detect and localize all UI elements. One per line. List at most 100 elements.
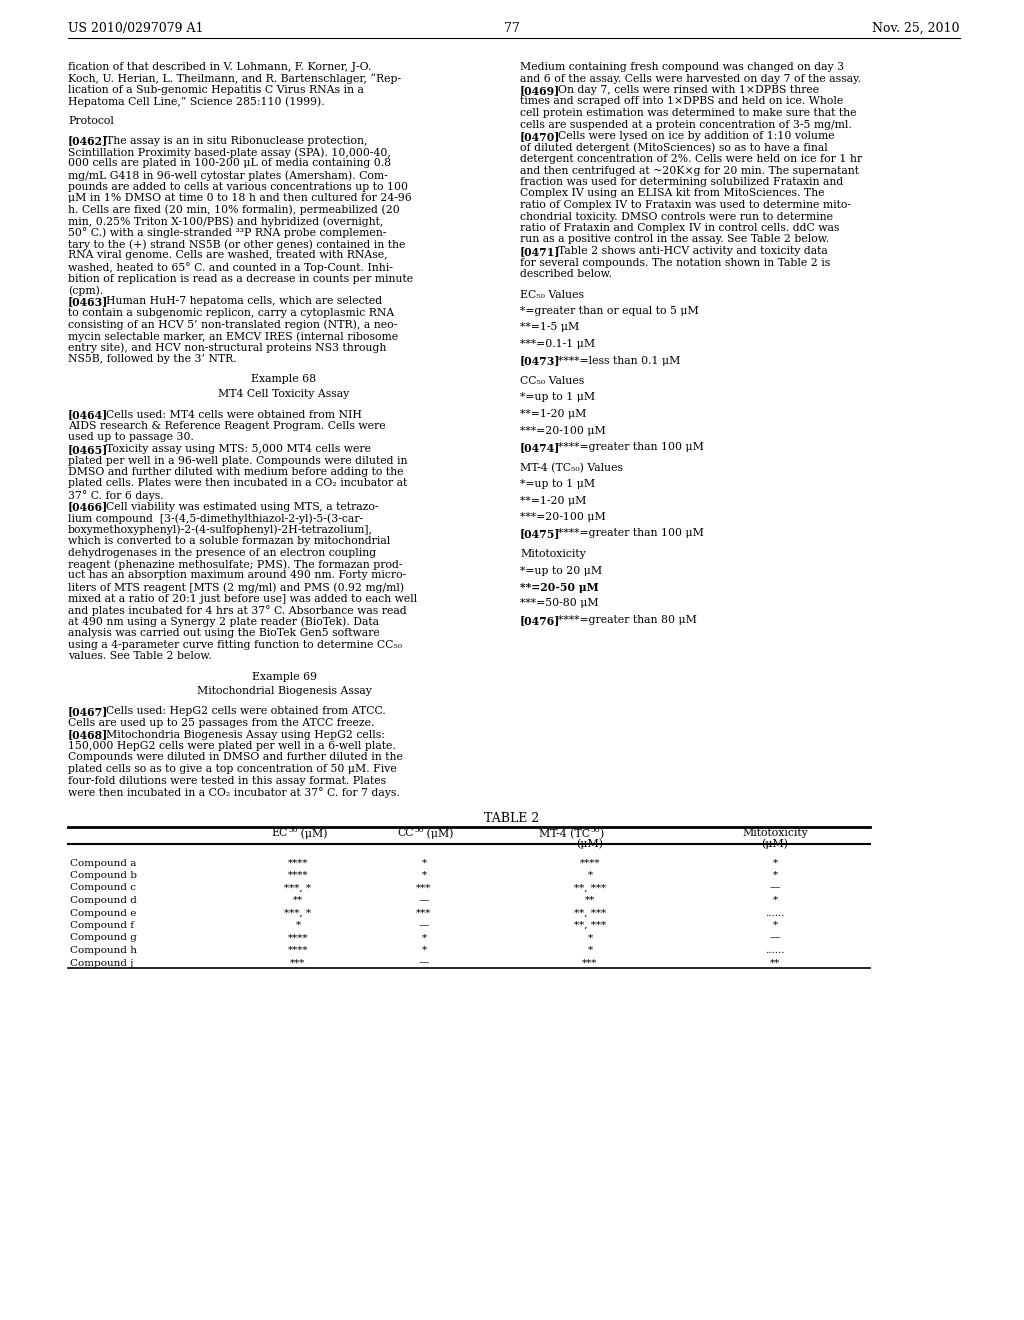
Text: [0465]: [0465]	[68, 444, 109, 455]
Text: [0469]: [0469]	[520, 84, 560, 96]
Text: (μM): (μM)	[762, 838, 788, 849]
Text: Compounds were diluted in DMSO and further diluted in the: Compounds were diluted in DMSO and furth…	[68, 752, 402, 763]
Text: for several compounds. The notation shown in Table 2 is: for several compounds. The notation show…	[520, 257, 830, 268]
Text: Compound b: Compound b	[70, 871, 137, 880]
Text: Table 2 shows anti-HCV activity and toxicity data: Table 2 shows anti-HCV activity and toxi…	[545, 246, 828, 256]
Text: ): )	[599, 829, 603, 838]
Text: Nov. 25, 2010: Nov. 25, 2010	[872, 22, 961, 36]
Text: CC: CC	[397, 829, 414, 838]
Text: Compound d: Compound d	[70, 896, 137, 906]
Text: MT-4 (TC₅₀) Values: MT-4 (TC₅₀) Values	[520, 462, 623, 473]
Text: ***: ***	[291, 958, 306, 968]
Text: Compound e: Compound e	[70, 908, 136, 917]
Text: ***: ***	[417, 883, 432, 892]
Text: ratio of Complex IV to Frataxin was used to determine mito-: ratio of Complex IV to Frataxin was used…	[520, 201, 851, 210]
Text: *: *	[772, 921, 777, 931]
Text: 77: 77	[504, 22, 520, 36]
Text: **=1-20 μM: **=1-20 μM	[520, 409, 587, 418]
Text: Compound j: Compound j	[70, 958, 133, 968]
Text: *: *	[422, 946, 427, 954]
Text: ****=greater than 80 μM: ****=greater than 80 μM	[545, 615, 697, 624]
Text: ***, *: ***, *	[285, 908, 311, 917]
Text: dehydrogenases in the presence of an electron coupling: dehydrogenases in the presence of an ele…	[68, 548, 376, 557]
Text: **=1-20 μM: **=1-20 μM	[520, 495, 587, 506]
Text: TABLE 2: TABLE 2	[484, 813, 540, 825]
Text: ***=20-100 μM: ***=20-100 μM	[520, 425, 606, 436]
Text: **: **	[770, 958, 780, 968]
Text: *=greater than or equal to 5 μM: *=greater than or equal to 5 μM	[520, 306, 698, 315]
Text: detergent concentration of 2%. Cells were held on ice for 1 hr: detergent concentration of 2%. Cells wer…	[520, 154, 862, 164]
Text: CC₅₀ Values: CC₅₀ Values	[520, 376, 585, 385]
Text: four-fold dilutions were tested in this assay format. Plates: four-fold dilutions were tested in this …	[68, 776, 386, 785]
Text: Protocol: Protocol	[68, 116, 114, 125]
Text: cells are suspended at a protein concentration of 3-5 mg/ml.: cells are suspended at a protein concent…	[520, 120, 852, 129]
Text: Compound a: Compound a	[70, 858, 136, 867]
Text: ****: ****	[288, 933, 308, 942]
Text: cell protein estimation was determined to make sure that the: cell protein estimation was determined t…	[520, 108, 856, 117]
Text: —: —	[770, 933, 780, 942]
Text: Mitotoxicity: Mitotoxicity	[742, 829, 808, 838]
Text: EC: EC	[271, 829, 288, 838]
Text: (μM): (μM)	[297, 829, 328, 840]
Text: ****=greater than 100 μM: ****=greater than 100 μM	[545, 528, 705, 539]
Text: lium compound  [3-(4,5-dimethylthiazol-2-yl)-5-(3-car-: lium compound [3-(4,5-dimethylthiazol-2-…	[68, 513, 364, 524]
Text: RNA viral genome. Cells are washed, treated with RNAse,: RNA viral genome. Cells are washed, trea…	[68, 251, 388, 260]
Text: ***: ***	[417, 908, 432, 917]
Text: *=up to 20 μM: *=up to 20 μM	[520, 565, 602, 576]
Text: and 6 of the assay. Cells were harvested on day 7 of the assay.: and 6 of the assay. Cells were harvested…	[520, 74, 861, 83]
Text: *: *	[422, 871, 427, 880]
Text: —: —	[419, 921, 429, 931]
Text: Compound f: Compound f	[70, 921, 134, 931]
Text: Koch, U. Herian, L. Theilmann, and R. Bartenschlager, “Rep-: Koch, U. Herian, L. Theilmann, and R. Ba…	[68, 74, 401, 84]
Text: *: *	[772, 896, 777, 906]
Text: **: **	[585, 896, 595, 906]
Text: 50: 50	[414, 826, 424, 834]
Text: plated cells. Plates were then incubated in a CO₂ incubator at: plated cells. Plates were then incubated…	[68, 479, 408, 488]
Text: [0463]: [0463]	[68, 297, 109, 308]
Text: Cells were lysed on ice by addition of 1:10 volume: Cells were lysed on ice by addition of 1…	[545, 131, 835, 141]
Text: AIDS research & Reference Reagent Program. Cells were: AIDS research & Reference Reagent Progra…	[68, 421, 386, 432]
Text: On day 7, cells were rinsed with 1×DPBS three: On day 7, cells were rinsed with 1×DPBS …	[545, 84, 819, 95]
Text: ***=20-100 μM: ***=20-100 μM	[520, 512, 606, 521]
Text: tary to the (+) strand NS5B (or other genes) contained in the: tary to the (+) strand NS5B (or other ge…	[68, 239, 406, 249]
Text: Medium containing fresh compound was changed on day 3: Medium containing fresh compound was cha…	[520, 62, 844, 73]
Text: Cells used: HepG2 cells were obtained from ATCC.: Cells used: HepG2 cells were obtained fr…	[92, 706, 386, 717]
Text: (μM): (μM)	[423, 829, 454, 840]
Text: using a 4-parameter curve fitting function to determine CC₅₀: using a 4-parameter curve fitting functi…	[68, 639, 402, 649]
Text: [0473]: [0473]	[520, 355, 560, 367]
Text: 50: 50	[288, 826, 298, 834]
Text: **, ***: **, ***	[573, 921, 606, 931]
Text: which is converted to a soluble formazan by mitochondrial: which is converted to a soluble formazan…	[68, 536, 390, 546]
Text: chondrial toxicity. DMSO controls were run to determine: chondrial toxicity. DMSO controls were r…	[520, 211, 833, 222]
Text: (μM): (μM)	[577, 838, 603, 849]
Text: **: **	[293, 896, 303, 906]
Text: ......: ......	[765, 946, 784, 954]
Text: MT-4 (TC: MT-4 (TC	[539, 829, 590, 838]
Text: 150,000 HepG2 cells were plated per well in a 6-well plate.: 150,000 HepG2 cells were plated per well…	[68, 741, 395, 751]
Text: (cpm).: (cpm).	[68, 285, 103, 296]
Text: fraction was used for determining solubilized Frataxin and: fraction was used for determining solubi…	[520, 177, 843, 187]
Text: EC₅₀ Values: EC₅₀ Values	[520, 289, 584, 300]
Text: used up to passage 30.: used up to passage 30.	[68, 433, 194, 442]
Text: *: *	[588, 871, 593, 880]
Text: ......: ......	[765, 908, 784, 917]
Text: mixed at a ratio of 20:1 just before use] was added to each well: mixed at a ratio of 20:1 just before use…	[68, 594, 417, 603]
Text: *: *	[422, 858, 427, 867]
Text: ****=greater than 100 μM: ****=greater than 100 μM	[545, 442, 705, 451]
Text: Human HuH-7 hepatoma cells, which are selected: Human HuH-7 hepatoma cells, which are se…	[92, 297, 382, 306]
Text: Compound c: Compound c	[70, 883, 136, 892]
Text: min, 0.25% Triton X-100/PBS) and hybridized (overnight,: min, 0.25% Triton X-100/PBS) and hybridi…	[68, 216, 383, 227]
Text: DMSO and further diluted with medium before adding to the: DMSO and further diluted with medium bef…	[68, 467, 403, 477]
Text: Compound h: Compound h	[70, 946, 137, 954]
Text: were then incubated in a CO₂ incubator at 37° C. for 7 days.: were then incubated in a CO₂ incubator a…	[68, 787, 399, 797]
Text: ***=0.1-1 μM: ***=0.1-1 μM	[520, 339, 595, 348]
Text: at 490 nm using a Synergy 2 plate reader (BioTek). Data: at 490 nm using a Synergy 2 plate reader…	[68, 616, 379, 627]
Text: analysis was carried out using the BioTek Gen5 software: analysis was carried out using the BioTe…	[68, 628, 380, 638]
Text: pounds are added to cells at various concentrations up to 100: pounds are added to cells at various con…	[68, 181, 408, 191]
Text: —: —	[419, 896, 429, 906]
Text: [0464]: [0464]	[68, 409, 109, 421]
Text: **=20-50 μM: **=20-50 μM	[520, 582, 599, 593]
Text: and then centrifuged at ~20K×g for 20 min. The supernatant: and then centrifuged at ~20K×g for 20 mi…	[520, 165, 859, 176]
Text: *: *	[296, 921, 301, 931]
Text: plated cells so as to give a top concentration of 50 μM. Five: plated cells so as to give a top concent…	[68, 764, 396, 774]
